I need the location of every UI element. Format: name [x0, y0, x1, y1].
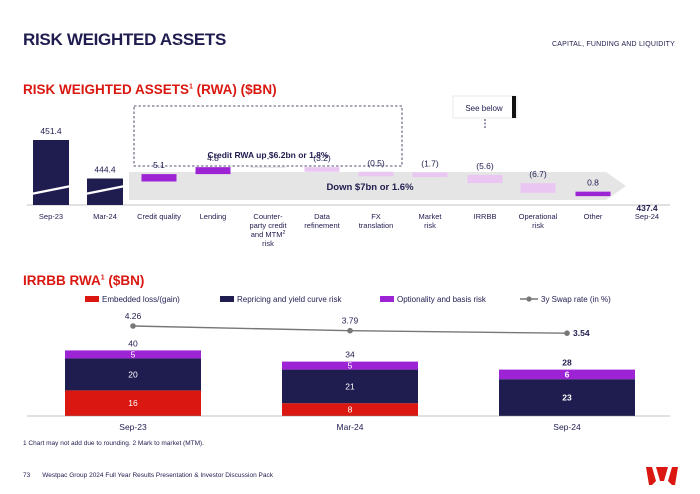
see-below-box — [452, 95, 518, 119]
rwa-data-label: (3.2) — [313, 153, 331, 163]
rwa-title-sup: 1 — [189, 83, 193, 91]
rwa-category-label: party credit — [249, 221, 287, 230]
rwa-data-label: 451.4 — [40, 126, 62, 136]
see-below-bar — [512, 96, 516, 118]
rwa-data-label: (0.5) — [367, 158, 385, 168]
rwa-delta-bar — [412, 172, 448, 178]
section-label: CAPITAL, FUNDING AND LIQUIDITY — [552, 41, 675, 48]
irrbb-chart-title: IRRBB RWA1 ($BN) — [23, 273, 144, 288]
rwa-category-label: Lending — [200, 212, 227, 221]
footer: 73 Westpac Group 2024 Full Year Results P… — [23, 472, 273, 479]
irrbb-title-suffix: ($BN) — [104, 273, 145, 288]
rwa-data-label: 437.4 — [636, 203, 658, 213]
axis-break-mark — [84, 184, 126, 196]
rwa-data-label: (1.7) — [421, 159, 439, 169]
axis-break-mark — [30, 184, 72, 196]
see-below-label: See below — [465, 104, 503, 113]
rwa-data-label: 444.4 — [94, 165, 116, 175]
rwa-category-label: Credit quality — [137, 212, 181, 221]
footer-text: Westpac Group 2024 Full Year Results Pre… — [42, 472, 273, 479]
rwa-category-label: Other — [584, 212, 603, 221]
footnote: 1 Chart may not add due to rounding. 2 M… — [23, 440, 204, 447]
decorative-dot — [178, 42, 180, 44]
rwa-category-label: Operational — [519, 212, 558, 221]
rwa-category-label: Mar-24 — [93, 212, 117, 221]
rwa-data-label: - — [267, 153, 270, 163]
rwa-delta-bar — [467, 174, 503, 184]
westpac-logo-icon — [646, 467, 678, 485]
rwa-category-label: and MTM2 — [251, 230, 286, 239]
rwa-delta-bar — [575, 191, 611, 197]
rwa-title-text: RISK WEIGHTED ASSETS — [23, 82, 190, 97]
rwa-category-label: Data — [314, 212, 331, 221]
rwa-category-label: Counter- — [253, 212, 283, 221]
rwa-category-label: risk — [532, 221, 544, 230]
down-note: Down $7bn or 1.6% — [326, 182, 414, 193]
rwa-data-label: 0.8 — [587, 178, 599, 188]
rwa-delta-bar — [520, 183, 556, 193]
rwa-data-label: (6.7) — [529, 169, 547, 179]
rwa-title-suffix: (RWA) ($BN) — [192, 82, 277, 97]
irrbb-title-sup: 1 — [100, 274, 105, 282]
rwa-delta-bar — [195, 167, 231, 175]
rwa-chart-title: RISK WEIGHTED ASSETS1 (RWA) ($BN) — [23, 82, 277, 97]
rwa-data-label: 5.1 — [153, 160, 165, 170]
rwa-delta-bar — [304, 167, 340, 172]
rwa-category-label: risk — [262, 239, 274, 248]
rwa-category-label: risk — [424, 221, 436, 230]
rwa-data-label: (5.6) — [476, 161, 494, 171]
irrbb-title-text: IRRBB RWA — [23, 273, 101, 288]
credit-note: Credit RWA up $6.2bn or 1.8% — [208, 150, 329, 160]
page-title: RISK WEIGHTED ASSETS — [23, 30, 227, 49]
rwa-category-label: Market — [419, 212, 443, 221]
rwa-delta-bar — [358, 171, 394, 177]
rwa-category-label: translation — [359, 221, 394, 230]
credit-dashed-box — [133, 105, 403, 167]
rwa-category-label: FX — [371, 212, 381, 221]
rwa-data-label: 4.8 — [207, 153, 219, 163]
rwa-category-label: refinement — [304, 221, 340, 230]
rwa-category-label: IRRBB — [474, 212, 497, 221]
rwa-category-label: Sep-23 — [39, 212, 63, 221]
rwa-delta-bar — [141, 174, 177, 182]
rwa-total-bar — [33, 140, 69, 205]
page-number: 73 — [23, 472, 31, 479]
axis-break-mark — [626, 184, 668, 196]
rwa-category-label: Sep-24 — [635, 212, 659, 221]
